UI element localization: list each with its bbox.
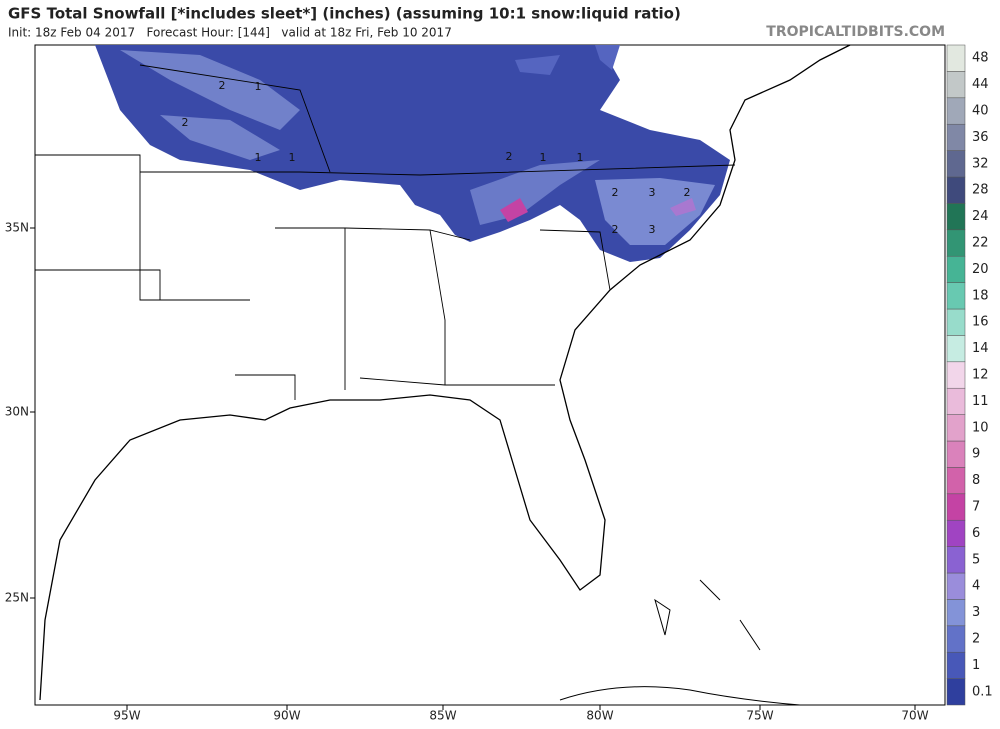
colorbar-label: 22 [972,236,989,251]
colorbar-swatch [946,176,966,204]
colorbar-label: 32 [972,156,989,171]
colorbar-swatch [946,335,966,363]
lon-label: 90W [273,709,300,723]
border [539,229,611,291]
colorbar-label: 1 [972,658,980,673]
colorbar-swatch [946,599,966,627]
colorbar-swatch [946,308,966,336]
border [275,227,471,241]
border [429,229,446,385]
map-frame [34,44,946,706]
colorbar-swatch [946,361,966,389]
colorbar-swatch [946,44,966,72]
cuba [559,686,801,706]
colorbar-swatch [946,467,966,495]
contour-label: 2 [182,116,189,129]
colorbar-swatch [946,572,966,600]
colorbar-swatch [946,678,966,706]
colorbar-swatch [946,150,966,178]
lat-label: 35N [5,221,29,235]
colorbar-label: 8 [972,473,980,488]
contour-labels: 2 1 2 1 1 2 1 1 2 3 2 2 3 [182,79,691,236]
colorbar-label: 40 [972,104,989,119]
site-credit: TROPICALTIDBITS.COM [766,24,945,40]
snow-area [670,198,696,216]
colorbar-swatch [946,546,966,574]
contour-label: 2 [612,223,619,236]
lon-label: 85W [429,709,456,723]
contour-label: 1 [255,80,262,93]
contour-label: 1 [577,151,584,164]
colorbar-swatch [946,71,966,99]
colorbar-swatch [946,387,966,415]
colorbar-label: 9 [972,447,980,462]
colorbar-swatch [946,255,966,283]
snow-area [160,115,280,160]
colorbar-swatch [946,625,966,653]
colorbar-label: 10 [972,420,989,435]
colorbar-label: 2 [972,632,980,647]
snow-area [120,50,300,130]
colorbar-swatch [946,97,966,125]
subtitle: Init: 18z Feb 04 2017 Forecast Hour: [14… [8,26,452,40]
colorbar-label: 4 [972,579,980,594]
colorbar-label: 14 [972,341,989,356]
contour-label: 3 [649,223,656,236]
contour-label: 2 [684,186,691,199]
colorbar-swatch [946,519,966,547]
colorbar-label: 12 [972,368,989,383]
state-borders [35,64,736,400]
lon-label: 80W [586,709,613,723]
border [235,374,296,400]
border [140,164,736,176]
bahamas [654,579,761,651]
coastline [39,44,851,701]
lat-label: 25N [5,591,29,605]
colorbar-label: 5 [972,552,980,567]
colorbar-label: 0.1 [972,684,993,699]
contour-label: 2 [506,150,513,163]
lon-label: 95W [113,709,140,723]
border [359,377,555,386]
colorbar-label: 18 [972,288,989,303]
colorbar-swatch [946,440,966,468]
colorbar-label: 6 [972,526,980,541]
colorbar-swatch [946,414,966,442]
snow-area [595,178,715,245]
colorbar-swatch [946,493,966,521]
colorbar-label: 3 [972,605,980,620]
colorbar-label: 7 [972,500,980,515]
colorbar-label: 20 [972,262,989,277]
contour-label: 3 [649,186,656,199]
colorbar-swatch [946,229,966,257]
colorbar-swatch [946,282,966,310]
snow-area [500,198,528,222]
axis-labels: 95W 90W 85W 80W 75W 70W 35N 30N 25N [5,221,929,723]
colorbar-swatch [946,203,966,231]
colorbar-label: 44 [972,77,989,92]
snow-area [515,45,620,75]
colorbar-label: 36 [972,130,989,145]
lon-label: 70W [901,709,928,723]
islands [559,579,801,706]
colorbar-swatch [946,123,966,151]
contour-label: 2 [219,79,226,92]
border [139,64,331,173]
colorbar: 0.11234567891011121416182022242832364044… [946,44,993,706]
lat-label: 30N [5,405,29,419]
contour-label: 1 [255,151,262,164]
colorbar-label: 16 [972,315,989,330]
colorbar-label: 24 [972,209,989,224]
contour-label: 2 [612,186,619,199]
contour-label: 1 [289,151,296,164]
colorbar-swatch [946,651,966,679]
colorbar-label: 28 [972,183,989,198]
colorbar-label: 48 [972,51,989,66]
lon-label: 75W [746,709,773,723]
contour-label: 1 [540,151,547,164]
title: GFS Total Snowfall [*includes sleet*] (i… [8,5,681,23]
colorbar-label: 11 [972,394,989,409]
border [35,154,161,301]
